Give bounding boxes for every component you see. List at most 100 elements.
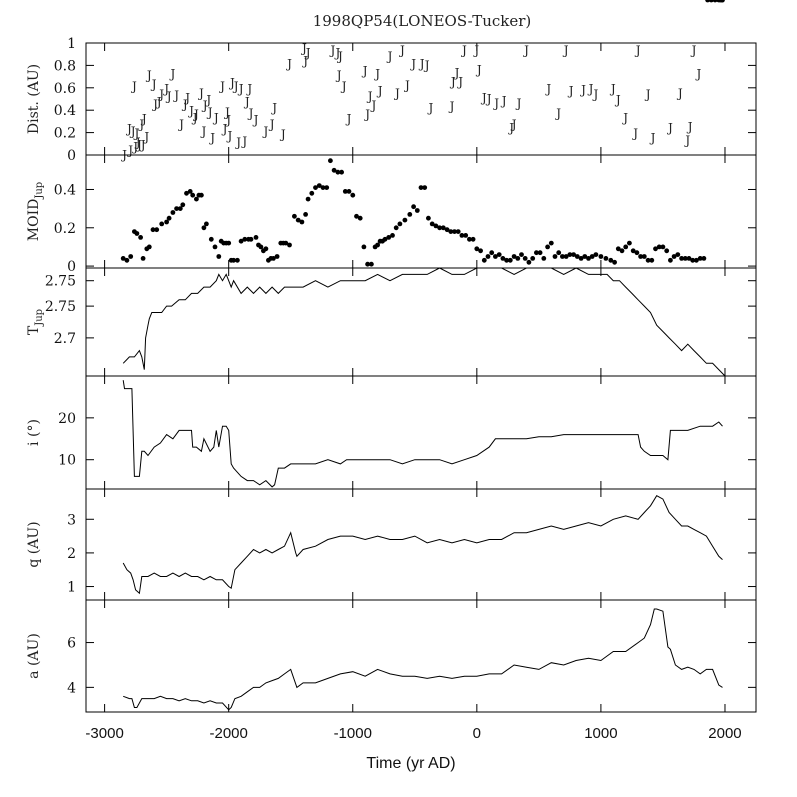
data-point [534,250,539,256]
j-marker: J [336,49,343,63]
data-point [598,254,604,259]
j-marker: J [285,57,292,71]
y-axis-label: q (AU) [26,521,42,567]
j-marker: J [567,84,574,98]
data-point [418,185,424,191]
data-point [522,256,528,261]
x-axis-label: Time (yr AD) [366,755,455,772]
j-marker: J [363,108,370,122]
data-point [328,158,333,164]
panel-frame [85,375,757,490]
data-point [422,185,428,191]
j-marker: J [579,83,586,97]
j-marker: J [221,122,228,136]
y-tick-label: 1 [67,580,76,596]
j-marker: J [232,80,239,94]
j-marker: J [261,124,268,138]
data-point [154,227,160,233]
data-point [238,238,244,244]
data-point [720,0,725,3]
data-point [274,254,280,259]
y-tick-label: 2.75 [45,299,76,315]
data-point [571,252,576,257]
data-point [612,259,617,265]
y-axis-label: i (°) [26,419,42,446]
data-point [201,225,207,231]
data-point [184,190,189,196]
x-axis: -3000 -2000 -1000 0 1000 2000 [85,725,741,742]
data-point [271,256,276,261]
j-marker: J [544,82,551,96]
j-marker: J [328,44,335,58]
j-marker: J [234,136,241,150]
data-point [623,244,629,250]
data-point [199,192,204,198]
data-point [414,208,420,213]
data-point [263,246,269,252]
data-point [586,256,591,261]
data-point [437,225,442,231]
data-point [574,254,580,259]
data-point [357,215,363,221]
j-marker: J [177,118,184,132]
j-marker: J [165,90,172,104]
data-point [361,244,367,250]
data-point [619,248,625,254]
data-point [164,219,170,225]
j-marker: J [386,49,393,63]
j-marker: J [252,113,259,127]
y-tick-label: 2 [67,546,76,562]
j-marker: J [649,131,656,145]
data-point [166,215,172,221]
data-point [313,185,318,191]
j-marker: J [126,143,133,157]
data-point [393,225,399,231]
data-point [187,189,193,194]
j-marker: J [268,118,275,132]
data-point [552,254,558,259]
data-point [478,248,483,254]
data-point [407,212,413,217]
j-marker: J [187,104,194,118]
data-point [481,257,487,263]
y-tick-label: 0 [67,148,76,164]
j-marker: J [522,44,529,58]
data-point [504,257,509,263]
data-point [716,0,722,3]
data-point [459,233,465,238]
j-marker: J [130,80,137,94]
j-marker: J [168,67,175,81]
j-marker: J [223,105,230,119]
x-tick-label: -3000 [85,725,123,742]
data-point [537,250,543,256]
j-marker: J [181,98,188,112]
data-point [511,254,517,259]
data-point [452,229,457,235]
j-marker: J [125,122,132,136]
data-point [679,256,684,261]
data-point [444,227,450,233]
j-marker: J [480,91,487,105]
x-tick-label: 2000 [708,725,741,742]
data-point [649,257,655,263]
data-point [231,257,237,263]
j-marker: J [333,46,340,60]
j-marker: J [129,124,136,138]
data-point [140,256,146,261]
j-marker: J [208,131,215,145]
data-point [346,189,352,194]
y-tick-label: 4 [67,680,76,696]
data-point [556,250,562,256]
panel-q: 1 2 3 q (AU) [26,488,757,601]
data-point [701,256,707,261]
data-point [705,0,710,3]
chart-title: 1998QP54(LONEOS-Tucker) [313,12,532,30]
data-point [548,240,554,246]
x-tick-label: 1000 [584,725,617,742]
data-point [448,229,454,235]
panel-incl: 10 20 i (°) [26,375,757,490]
data-point [694,257,699,263]
j-marker: J [609,82,616,96]
j-marker: J [201,99,208,113]
